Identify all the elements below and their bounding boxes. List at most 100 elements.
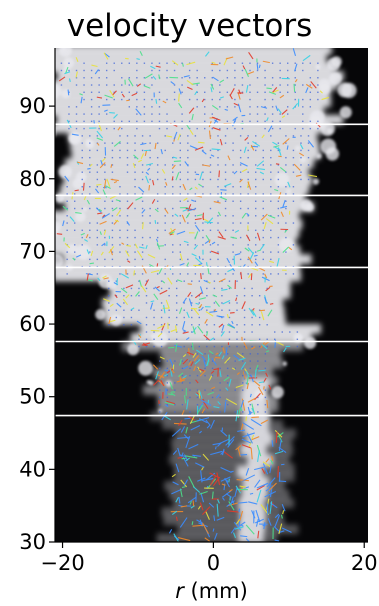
grid-dot — [219, 69, 221, 72]
y-tick-label: 60 — [19, 312, 46, 336]
grid-dot — [247, 135, 249, 137]
velocity-vector — [169, 368, 173, 377]
grid-dot — [121, 127, 123, 130]
velocity-vector — [182, 297, 187, 304]
grid-dot — [168, 331, 170, 333]
grid-dot — [189, 411, 191, 413]
grid-dot — [226, 120, 229, 123]
plume-strip — [55, 123, 328, 134]
velocity-vector — [255, 509, 261, 523]
grid-dot — [172, 156, 174, 159]
grid-dot — [90, 69, 93, 72]
grid-dot — [257, 411, 259, 413]
velocity-vector — [214, 356, 221, 359]
grid-dot — [232, 244, 234, 246]
velocity-vector — [200, 306, 204, 311]
grid-dot — [270, 149, 272, 152]
grid-dot — [123, 295, 125, 297]
velocity-vector — [133, 154, 139, 160]
velocity-vector — [198, 303, 203, 309]
plume-edge-strip — [237, 531, 264, 542]
velocity-vector — [299, 152, 305, 157]
velocity-vector — [212, 528, 215, 532]
velocity-vector — [254, 369, 257, 379]
grid-dot — [247, 149, 249, 152]
grid-dot — [96, 149, 99, 152]
velocity-vector — [155, 238, 159, 243]
grid-dot — [98, 106, 100, 108]
grid-dot — [221, 345, 223, 348]
velocity-vector — [200, 470, 203, 483]
velocity-vector — [117, 126, 121, 131]
velocity-vector — [271, 455, 274, 461]
plume-blob — [312, 178, 320, 185]
velocity-vector — [237, 501, 248, 504]
grid-dot — [149, 207, 151, 210]
velocity-vector — [103, 229, 107, 235]
velocity-vector — [169, 231, 175, 235]
grid-dot — [281, 331, 283, 333]
grid-dot — [134, 178, 136, 181]
grid-dot — [226, 382, 229, 384]
grid-dot — [134, 142, 136, 144]
grid-dot — [141, 135, 144, 137]
grid-dot — [111, 142, 114, 144]
grid-dot — [189, 396, 191, 399]
grid-dot — [243, 309, 246, 311]
velocity-vector — [227, 284, 232, 289]
grid-dot — [242, 374, 244, 377]
grid-dot — [160, 331, 163, 333]
grid-dot — [153, 338, 155, 340]
grid-dot — [81, 171, 83, 173]
grid-dot — [174, 389, 176, 391]
grid-dot — [234, 98, 236, 101]
velocity-vector — [278, 523, 283, 535]
velocity-vector — [248, 307, 255, 316]
grid-dot — [81, 156, 83, 159]
grid-dot — [211, 374, 214, 377]
velocity-vector — [269, 260, 275, 264]
velocity-vector — [213, 406, 220, 409]
velocity-vector — [167, 277, 173, 285]
grid-dot — [292, 135, 295, 137]
velocity-vector — [194, 186, 198, 190]
velocity-vector — [200, 399, 212, 406]
grid-dot — [239, 171, 242, 173]
plume-strip — [55, 53, 327, 64]
grid-dot — [221, 331, 223, 333]
plume-strip — [64, 158, 314, 169]
velocity-vector — [177, 436, 190, 439]
velocity-vector — [96, 96, 103, 99]
grid-dot — [239, 164, 242, 166]
velocity-vector — [206, 331, 209, 336]
velocity-vector — [265, 218, 274, 225]
velocity-vector — [103, 298, 110, 302]
plume-blob — [46, 259, 50, 263]
grid-dot — [204, 91, 206, 93]
plume-edge-strip — [240, 443, 267, 456]
grid-dot — [211, 360, 214, 362]
grid-dot — [83, 113, 85, 115]
grid-dot — [158, 98, 161, 101]
velocity-vector — [282, 199, 286, 208]
grid-dot — [219, 106, 221, 108]
grid-dot — [239, 193, 242, 195]
grid-dot — [126, 164, 129, 166]
velocity-vector — [205, 311, 214, 317]
grid-dot — [187, 171, 189, 173]
grid-dot — [317, 91, 319, 93]
grid-dot — [285, 171, 287, 173]
velocity-vector — [132, 162, 136, 169]
grid-dot — [136, 77, 138, 79]
velocity-vector — [268, 482, 277, 491]
plume-blob — [300, 199, 313, 211]
grid-dot — [172, 222, 174, 224]
velocity-vector — [154, 142, 157, 150]
velocity-vector — [264, 490, 277, 498]
grid-dot — [187, 178, 189, 181]
plume-strip — [139, 324, 322, 334]
velocity-vector — [282, 510, 285, 515]
grid-dot — [270, 273, 272, 275]
plume-strip — [161, 507, 283, 517]
grid-dot — [239, 135, 242, 137]
